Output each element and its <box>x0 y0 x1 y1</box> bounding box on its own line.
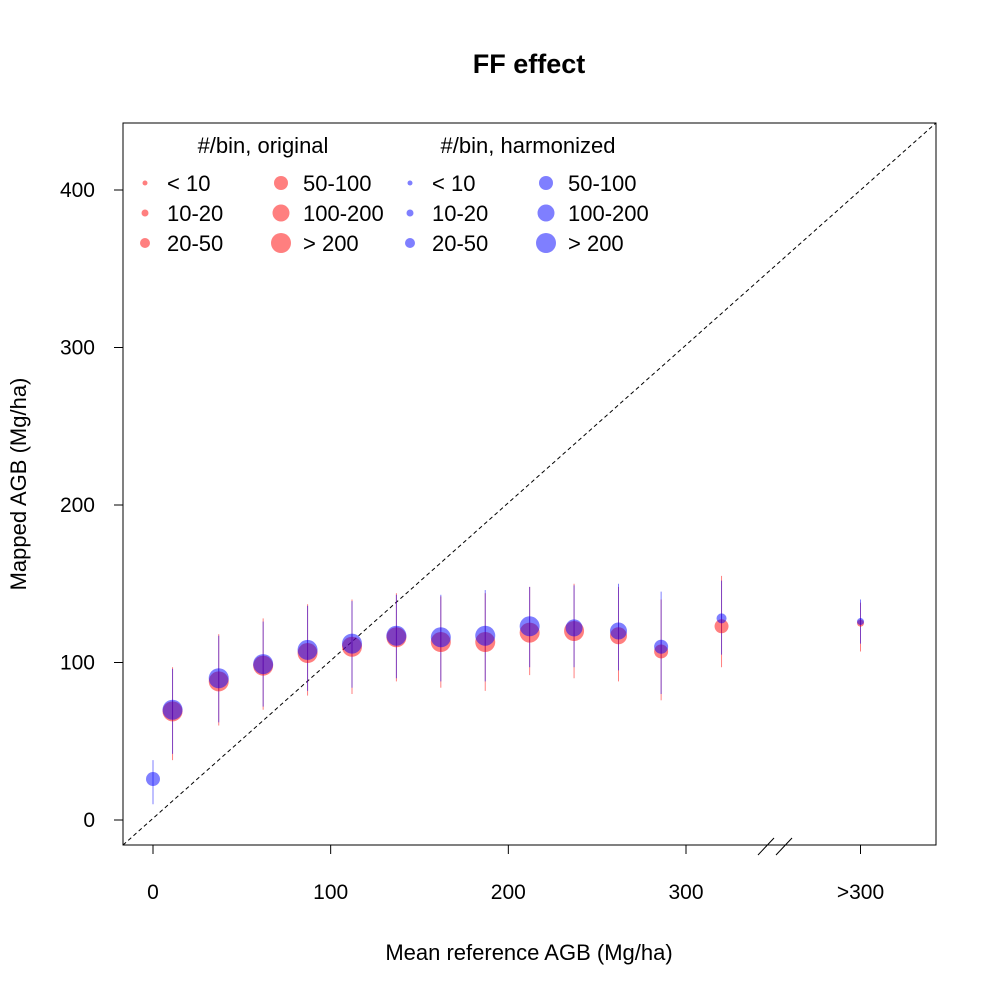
harmonized-point-5 <box>341 633 362 654</box>
x-axis-label: Mean reference AGB (Mg/ha) <box>385 940 672 965</box>
legend-label-0-1: 10-20 <box>167 201 223 226</box>
legend: #/bin, original < 10 10-20 20-50 50-100 100-2… <box>140 133 649 256</box>
points-layer <box>146 613 864 787</box>
y-tick-label-300: 300 <box>60 337 95 360</box>
legend-marker-0-0 <box>142 180 148 186</box>
legend-marker-0-1 <box>141 209 149 217</box>
legend-marker-0-4 <box>272 204 290 222</box>
legend-label-1-5: > 200 <box>568 231 624 256</box>
legend-title-1: #/bin, harmonized <box>441 133 616 158</box>
harmonized-point-11 <box>609 622 627 640</box>
legend-marker-1-5 <box>536 233 556 253</box>
harmonized-point-9 <box>519 616 540 637</box>
axis-break-mark-1 <box>757 837 775 856</box>
harmonized-point-1 <box>162 699 183 720</box>
one-to-one-line <box>122 122 937 846</box>
harmonized-point-14 <box>857 618 864 626</box>
harmonized-point-4 <box>297 639 318 660</box>
harmonized-point-2 <box>208 668 229 689</box>
legend-label-0-2: 20-50 <box>167 231 223 256</box>
y-tick-label-200: 200 <box>60 494 95 517</box>
harmonized-point-0 <box>146 772 160 787</box>
harmonized-point-3 <box>253 654 274 675</box>
x-tick-label-100: 100 <box>313 881 348 904</box>
legend-marker-1-2 <box>405 238 415 248</box>
chart-title: FF effect <box>473 49 586 79</box>
legend-marker-1-3 <box>539 176 553 190</box>
legend-marker-0-2 <box>140 238 150 248</box>
legend-marker-0-5 <box>271 233 291 253</box>
x-tick-label-300: 300 <box>668 881 703 904</box>
legend-marker-1-4 <box>537 204 555 222</box>
x-tick-label-0: 0 <box>147 881 159 904</box>
legend-title-0: #/bin, original <box>198 133 329 158</box>
y-tick-label-400: 400 <box>60 179 95 202</box>
legend-label-1-0: < 10 <box>432 171 475 196</box>
y-tick-label-100: 100 <box>60 652 95 675</box>
x-tick-label-extra: >300 <box>837 881 884 904</box>
legend-label-1-3: 50-100 <box>568 171 637 196</box>
harmonized-point-8 <box>475 625 496 646</box>
legend-marker-1-1 <box>406 209 414 217</box>
harmonized-point-10 <box>565 619 583 637</box>
legend-label-0-0: < 10 <box>167 171 210 196</box>
legend-label-1-1: 10-20 <box>432 201 488 226</box>
legend-label-1-4: 100-200 <box>568 201 649 226</box>
original-point-12 <box>714 619 729 634</box>
y-axis-label: Mapped AGB (Mg/ha) <box>6 378 31 591</box>
legend-marker-1-0 <box>407 180 413 186</box>
legend-marker-0-3 <box>274 176 288 190</box>
x-tick-label-200: 200 <box>491 881 526 904</box>
axes-layer: 0 100 200 300 >300 0 100 200 300 400 <box>60 179 884 904</box>
error-bars-layer <box>152 575 861 805</box>
legend-label-0-3: 50-100 <box>303 171 372 196</box>
legend-label-0-5: > 200 <box>303 231 359 256</box>
legend-label-1-2: 20-50 <box>432 231 488 256</box>
reference-line-layer <box>122 122 937 846</box>
legend-label-0-4: 100-200 <box>303 201 384 226</box>
harmonized-point-13 <box>716 613 727 624</box>
harmonized-point-6 <box>386 625 407 646</box>
axis-break-mark-2 <box>775 837 793 856</box>
harmonized-point-12 <box>654 639 669 654</box>
harmonized-point-7 <box>430 627 451 648</box>
y-tick-label-0: 0 <box>83 809 95 832</box>
